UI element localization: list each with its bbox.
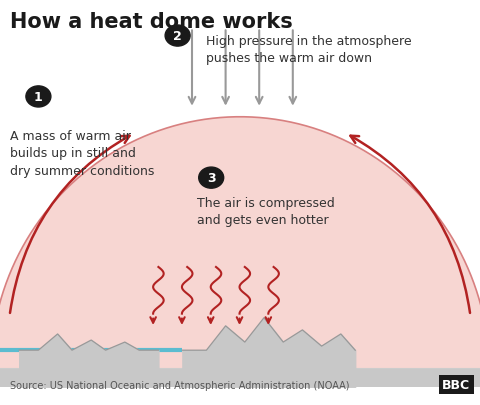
- Circle shape: [165, 26, 190, 47]
- Text: High pressure in the atmosphere
pushes the warm air down: High pressure in the atmosphere pushes t…: [206, 34, 412, 65]
- Text: 2: 2: [173, 30, 182, 43]
- Text: A mass of warm air
builds up in still and
dry summer conditions: A mass of warm air builds up in still an…: [10, 130, 154, 177]
- Text: 3: 3: [207, 172, 216, 185]
- Text: 1: 1: [34, 91, 43, 104]
- Circle shape: [26, 87, 51, 108]
- FancyArrowPatch shape: [10, 136, 130, 313]
- Polygon shape: [0, 117, 480, 373]
- Bar: [0, 369, 480, 387]
- Text: BBC: BBC: [442, 378, 470, 391]
- Circle shape: [199, 168, 224, 189]
- Text: The air is compressed
and gets even hotter: The air is compressed and gets even hott…: [197, 196, 335, 227]
- FancyArrowPatch shape: [350, 136, 470, 313]
- Text: Source: US National Oceanic and Atmospheric Administration (NOAA): Source: US National Oceanic and Atmosphe…: [10, 380, 349, 390]
- Text: How a heat dome works: How a heat dome works: [10, 12, 292, 32]
